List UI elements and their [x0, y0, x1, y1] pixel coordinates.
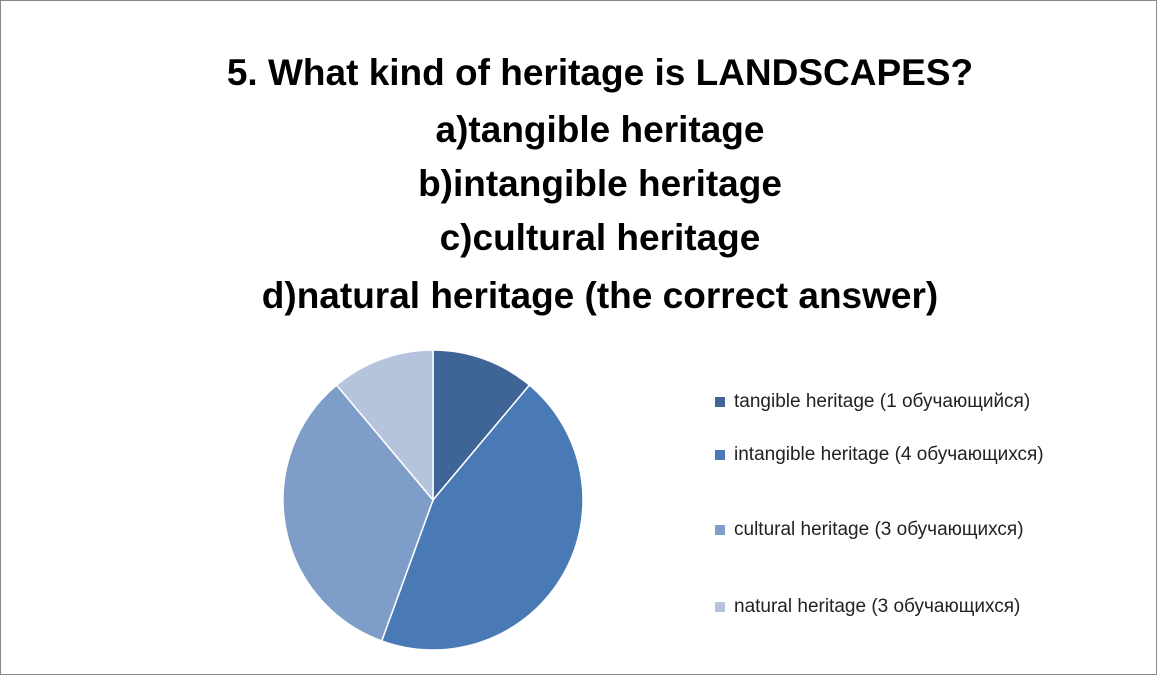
- chart-title: a)tangible heritage: [436, 109, 765, 150]
- chart-title: d)natural heritage (the correct answer): [262, 275, 938, 316]
- legend-label: natural heritage (3 обучающихся): [734, 596, 1020, 617]
- chart-title: c)cultural heritage: [440, 217, 761, 258]
- legend-label: cultural heritage (3 обучающихся): [734, 519, 1024, 540]
- pie-slice: [432, 349, 531, 503]
- pie-slice: [335, 349, 434, 503]
- legend-swatch: [715, 450, 725, 460]
- legend-swatch: [715, 602, 725, 612]
- pie-slice: [282, 384, 434, 642]
- chart-title: b)intangible heritage: [418, 163, 782, 204]
- pie-slice: [380, 384, 584, 651]
- legend-swatch: [715, 397, 725, 407]
- legend-label: tangible heritage (1 обучающийся): [734, 391, 1030, 412]
- chart-title: 5. What kind of heritage is LANDSCAPES?: [227, 52, 973, 93]
- legend-label: intangible heritage (4 обучающихся): [734, 444, 1044, 465]
- legend-swatch: [715, 525, 725, 535]
